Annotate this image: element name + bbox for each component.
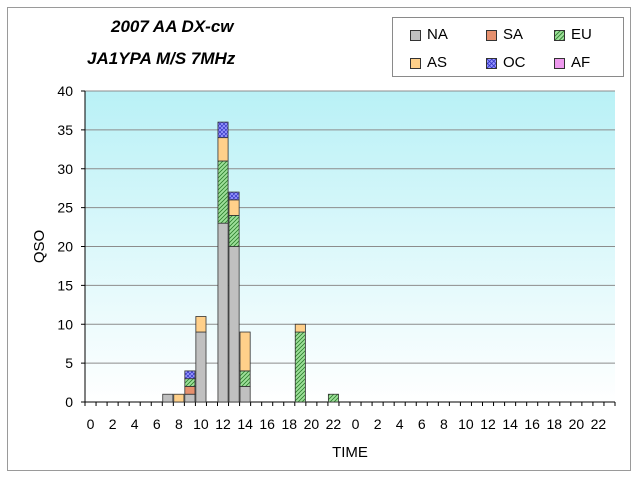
x-tick-label: 10: [458, 416, 474, 432]
legend-label: AS: [427, 54, 448, 71]
x-tick-label: 4: [396, 416, 404, 432]
x-tick-label: 0: [87, 416, 95, 432]
legend-swatch: [486, 58, 497, 69]
y-axis-label: QSO: [31, 230, 48, 263]
x-tick-label: 18: [546, 416, 562, 432]
bar-oc: [228, 191, 240, 201]
x-tick-label: 4: [131, 416, 139, 432]
bar-eu: [294, 331, 306, 403]
x-tick-label: 16: [524, 416, 540, 432]
x-tick-label: 8: [175, 416, 183, 432]
bar-eu: [239, 370, 251, 387]
y-tick-label: 35: [57, 122, 73, 138]
bar-sa: [184, 386, 196, 395]
bar-na: [217, 222, 229, 403]
bar-as: [217, 137, 229, 162]
x-tick-label: 18: [281, 416, 297, 432]
y-tick-label: 5: [65, 355, 73, 371]
bar-as: [195, 316, 207, 333]
legend-label: EU: [571, 26, 592, 43]
bar-as: [239, 331, 251, 372]
bar-na: [184, 393, 196, 403]
legend-swatch: [410, 30, 421, 41]
x-tick-label: 12: [480, 416, 496, 432]
bar-na: [195, 331, 207, 403]
x-tick-label: 22: [326, 416, 342, 432]
x-tick-label: 2: [374, 416, 382, 432]
bar-eu: [228, 214, 240, 247]
x-tick-label: 8: [440, 416, 448, 432]
y-tick-label: 20: [57, 239, 73, 255]
y-tick-label: 15: [57, 277, 73, 293]
bar-na: [162, 393, 174, 403]
bar-na: [228, 246, 240, 403]
x-tick-label: 12: [215, 416, 231, 432]
chart-legend: NA SA EU AS OC AF: [392, 17, 624, 77]
x-tick-label: 20: [569, 416, 585, 432]
x-tick-label: 22: [591, 416, 607, 432]
legend-label: SA: [503, 26, 524, 43]
y-tick-label: 0: [65, 394, 73, 410]
x-tick-label: 20: [304, 416, 320, 432]
bar-as: [294, 323, 306, 333]
legend-swatch: [410, 58, 421, 69]
chart-subtitle: JA1YPA M/S 7MHz: [87, 49, 236, 68]
bar-oc: [184, 370, 196, 380]
x-axis-label: TIME: [332, 444, 368, 461]
y-tick-label: 40: [57, 83, 73, 99]
legend-label: AF: [571, 54, 591, 71]
bar-oc: [217, 121, 229, 139]
x-tick-label: 10: [193, 416, 209, 432]
x-tick-label: 2: [109, 416, 117, 432]
legend-label: OC: [503, 54, 526, 71]
x-tick-label: 14: [237, 416, 253, 432]
x-tick-label: 16: [259, 416, 275, 432]
bar-eu: [327, 393, 339, 403]
bar-as: [228, 199, 240, 216]
bar-eu: [184, 378, 196, 387]
x-tick-label: 0: [352, 416, 360, 432]
bar-as: [173, 393, 185, 403]
bar-na: [239, 386, 251, 403]
y-tick-label: 10: [57, 316, 73, 332]
bar-eu: [217, 160, 229, 224]
x-tick-label: 6: [153, 416, 161, 432]
legend-label: NA: [427, 26, 448, 43]
legend-swatch: [486, 30, 497, 41]
legend-swatch: [554, 30, 565, 41]
x-tick-label: 14: [502, 416, 518, 432]
x-tick-label: 6: [418, 416, 426, 432]
legend-swatch: [554, 58, 565, 69]
y-tick-label: 30: [57, 161, 73, 177]
y-tick-label: 25: [57, 200, 73, 216]
chart-title: 2007 AA DX-cw: [111, 17, 234, 36]
